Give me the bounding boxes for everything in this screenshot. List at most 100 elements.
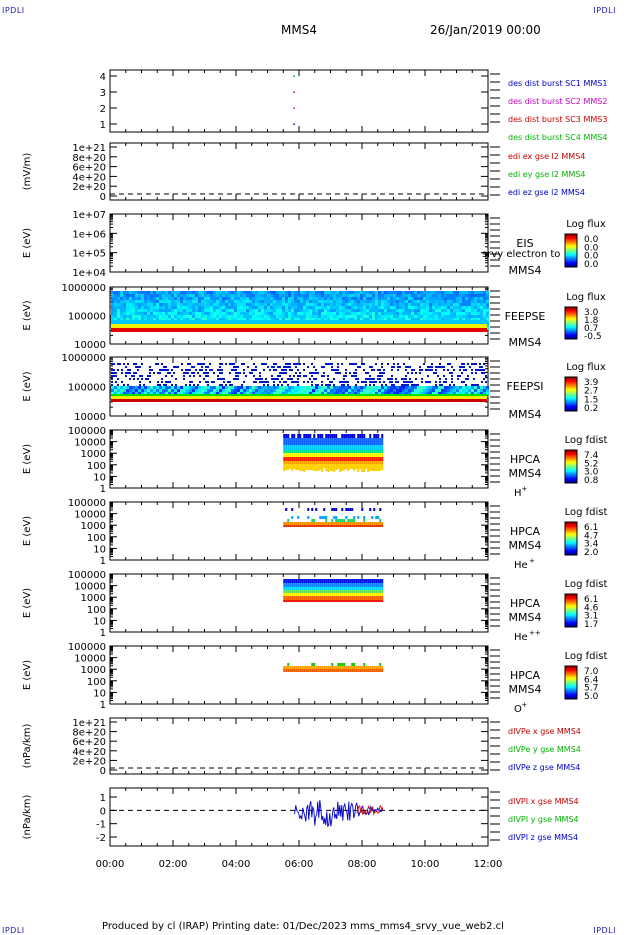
spectrogram-cell [357, 590, 359, 593]
spectrogram-cell [111, 375, 113, 377]
spectrogram-cell [222, 312, 225, 315]
spectrogram-cell [462, 309, 465, 312]
spectrogram-cell [319, 590, 321, 593]
spectrogram-cell [138, 291, 141, 294]
spectrogram-cell [252, 300, 255, 303]
spectrogram-cell [323, 461, 325, 464]
spectrogram-cell [349, 587, 351, 590]
spectrogram-cell [156, 315, 159, 318]
spectrogram-cell [207, 312, 210, 315]
spectrogram-cell [405, 378, 407, 380]
spectrogram-cell [477, 300, 480, 303]
spectrogram-cell [126, 306, 129, 309]
spectrogram-cell [385, 384, 387, 386]
spectrogram-cell [367, 450, 369, 453]
spectrogram-cell [273, 363, 275, 365]
spectrogram-cell [203, 363, 205, 365]
spectrogram-cell [373, 525, 375, 527]
y-tick-label: 100 [87, 677, 106, 688]
spectrogram-cell [432, 306, 435, 309]
spectrogram-cell [273, 389, 276, 392]
spectrogram-cell [195, 369, 197, 371]
spectrogram-cell [337, 579, 339, 583]
spectrogram-cell [111, 315, 114, 318]
spectrogram-cell [306, 294, 309, 297]
spectrogram-band [111, 396, 487, 399]
spectrogram-cell [147, 386, 150, 389]
spectrogram-cell [249, 300, 252, 303]
spectrogram-cell [483, 315, 486, 318]
spectrogram-cell [111, 297, 114, 300]
spectrogram-cell [359, 434, 361, 438]
spectrogram-cell [213, 312, 216, 315]
spectrogram-cell [341, 593, 343, 596]
spectrogram-cell [139, 375, 141, 377]
spectrogram-cell [450, 315, 453, 318]
spectrogram-cell [353, 525, 355, 527]
y-tick-label: 100 [87, 533, 106, 544]
panel-hpca_he [110, 502, 577, 560]
spectrogram-cell [234, 303, 237, 306]
spectrogram-cell [329, 434, 331, 438]
spectrogram-cell [132, 386, 135, 389]
spectrogram-cell [287, 593, 289, 596]
spectrogram-cell [327, 453, 329, 457]
spectrogram-cell [363, 369, 365, 371]
spectrogram-cell [420, 291, 423, 294]
spectrogram-cell [381, 579, 383, 583]
spectrogram-cell [343, 464, 345, 470]
spectrogram-cell [367, 453, 369, 457]
spectrogram-cell [339, 291, 342, 294]
spectrogram-cell [347, 579, 349, 583]
spectrogram-cell [463, 381, 465, 383]
spectrogram-cell [333, 378, 335, 380]
spectrogram-cell [393, 291, 396, 294]
spectrogram-cell [342, 306, 345, 309]
spectrogram-cell [387, 306, 390, 309]
spectrogram-cell [411, 381, 413, 383]
colorbar-title: Log fdist [565, 651, 608, 662]
spectrogram-cell [270, 389, 273, 392]
spectrogram-cell [387, 309, 390, 312]
spectrogram-cell [311, 461, 313, 464]
spectrogram-cell [375, 522, 377, 525]
spectrogram-cell [393, 363, 395, 365]
x-tick-label: 12:00 [474, 859, 503, 870]
spectrogram-cell [217, 375, 219, 377]
spectrogram-cell [353, 445, 355, 450]
spectrogram-cell [129, 389, 132, 392]
spectrogram-cell [300, 309, 303, 312]
spectrogram-cell [342, 315, 345, 318]
spectrogram-cell [225, 312, 228, 315]
spectrogram-cell [411, 300, 414, 303]
spectrogram-cell [243, 312, 246, 315]
spectrogram-cell [402, 297, 405, 300]
spectrogram-cell [372, 294, 375, 297]
spectrogram-cell [261, 363, 263, 365]
species-charge: + [529, 557, 535, 565]
spectrogram-cell [447, 389, 450, 392]
spectrogram-cell [336, 291, 339, 294]
spectrogram-cell [366, 389, 369, 392]
spectrogram-cell [137, 378, 139, 380]
spectrogram-cell [289, 590, 291, 593]
spectrogram-cell [162, 300, 165, 303]
spectrogram-cell [117, 297, 120, 300]
colorbar [565, 522, 577, 555]
spectrogram-cell [126, 303, 129, 306]
spectrogram-cell [198, 309, 201, 312]
spectrogram-cell [321, 445, 323, 450]
spectrogram-cell [381, 306, 384, 309]
spectrogram-cell [369, 453, 371, 457]
spectrogram-cell [345, 461, 347, 464]
spectrogram-cell [381, 450, 383, 453]
spectrogram-cell [267, 309, 270, 312]
spectrogram-cell [243, 297, 246, 300]
spectrogram-cell [297, 363, 299, 365]
spectrogram-cell [450, 386, 453, 389]
spectrogram-cell [303, 312, 306, 315]
spectrogram-cell [219, 306, 222, 309]
spectrogram-cell [337, 525, 339, 527]
spectrogram-cell [426, 306, 429, 309]
spectrogram-cell [229, 381, 231, 383]
